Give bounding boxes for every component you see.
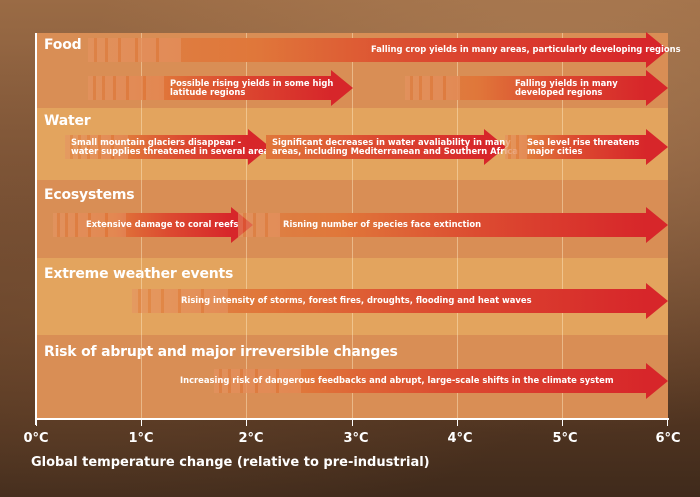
x-tick — [36, 418, 37, 426]
x-tick — [246, 418, 247, 426]
impact-arrow-water-availability: Significant decreases in water avaliabil… — [266, 129, 518, 165]
impact-label: Possible rising yields in some high lati… — [170, 76, 333, 100]
section-title-ecosystems: Ecosystems — [44, 187, 135, 203]
impact-arrow-abrupt-changes: Increasing risk of dangerous feedbacks a… — [180, 363, 668, 399]
x-tick — [352, 418, 353, 426]
impact-arrow-ecosystems-coral: Extensive damage to coral reefs — [53, 207, 253, 243]
section-title-food: Food — [44, 37, 82, 53]
impact-label: Risning number of species face extinctio… — [283, 219, 482, 230]
section-title-water: Water — [44, 113, 91, 129]
x-tick — [667, 418, 668, 426]
impact-label-line: Possible rising yields in some high — [170, 77, 334, 88]
x-tick-label-6: 6°C — [655, 431, 681, 446]
section-title-weather: Extreme weather events — [44, 266, 234, 282]
impact-label-line: water supplies threatened in several are… — [71, 146, 275, 156]
x-axis-label: Global temperature change (relative to p… — [31, 455, 430, 470]
x-tick-label-5: 5°C — [552, 431, 578, 446]
impact-label-line: latitude regions — [170, 87, 246, 97]
impact-arrow-food-falling-yields-developed: Falling yields in many developed regions — [405, 70, 668, 106]
impact-arrow-extreme-weather: Rising intensity of storms, forest fires… — [132, 283, 668, 319]
impact-label-line: developed regions — [515, 87, 603, 97]
impact-label-line: major cities — [527, 146, 583, 156]
impact-arrow-water-sea-level: Sea level rise threatens major cities — [505, 129, 668, 165]
impact-arrow-ecosystems-extinction: Risning number of species face extinctio… — [238, 207, 668, 243]
impact-label: Rising intensity of storms, forest fires… — [181, 295, 532, 306]
impact-label: Falling yields in many developed regions — [515, 76, 618, 100]
impact-label-line: Significant decreases in water avaliabil… — [272, 136, 511, 147]
impact-label-line: Sea level rise threatens — [527, 136, 640, 147]
impact-label: Increasing risk of dangerous feedbacks a… — [180, 375, 614, 386]
x-tick — [457, 418, 458, 426]
impact-label-line: Falling yields in many — [515, 77, 618, 88]
impact-label: Sea level rise threatens major cities — [527, 135, 639, 159]
x-tick-label-0: 0°C — [23, 431, 49, 446]
x-tick-label-4: 4°C — [447, 431, 473, 446]
section-title-risk: Risk of abrupt and major irreversible ch… — [44, 344, 398, 360]
x-tick-label-3: 3°C — [343, 431, 369, 446]
impact-arrow-food-rising-yields: Possible rising yields in some high lati… — [88, 70, 353, 106]
x-tick — [562, 418, 563, 426]
y-axis-line — [35, 33, 37, 425]
impact-arrow-water-glaciers: Small mountain glaciers disappear - wate… — [65, 129, 274, 165]
impact-label: Small mountain glaciers disappear - wate… — [71, 135, 274, 159]
impact-label: Significant decreases in water avaliabil… — [272, 135, 518, 159]
impact-label: Falling crop yields in many areas, parti… — [371, 44, 681, 55]
impact-label-line: Small mountain glaciers disappear - — [71, 136, 242, 147]
impact-label: Extensive damage to coral reefs — [86, 219, 239, 230]
x-tick-label-1: 1°C — [128, 431, 154, 446]
impact-label-line: areas, including Mediterranean and South… — [272, 146, 518, 156]
impact-arrow-food-crop-yields: Falling crop yields in many areas, parti… — [88, 32, 681, 68]
x-tick-label-2: 2°C — [238, 431, 264, 446]
x-tick — [141, 418, 142, 426]
